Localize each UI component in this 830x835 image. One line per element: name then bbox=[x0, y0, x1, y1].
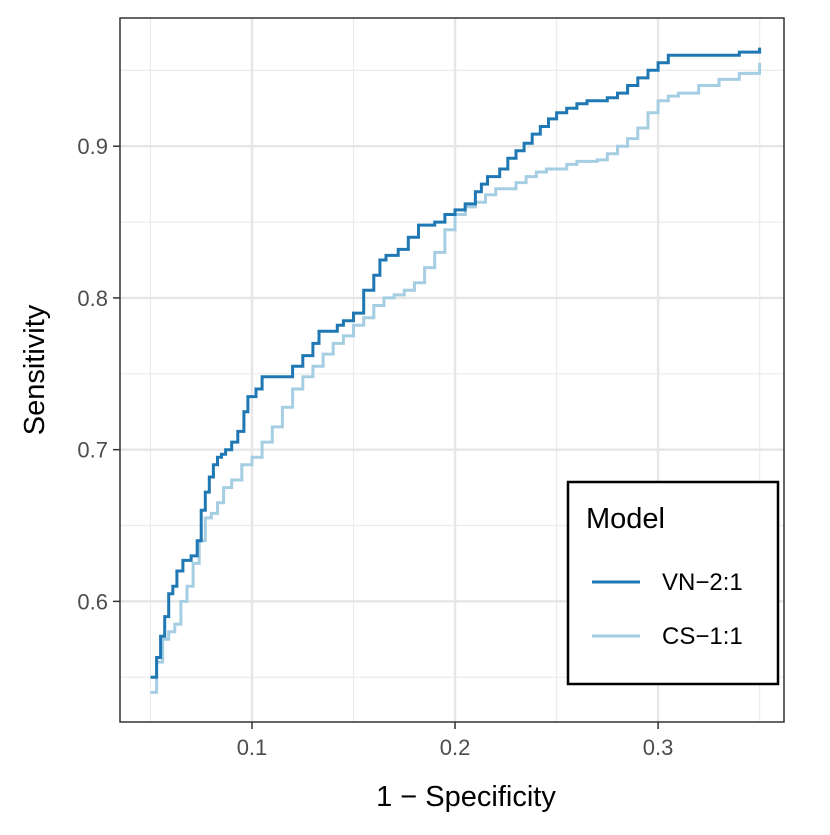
y-tick-label: 0.9 bbox=[77, 134, 108, 159]
minor-gridlines bbox=[120, 18, 784, 722]
x-tick-label: 0.1 bbox=[237, 735, 268, 760]
series-line-vn-2-1 bbox=[150, 47, 762, 679]
panel-border bbox=[119, 17, 785, 723]
x-axis: 0.1 0.2 0.3 bbox=[237, 722, 674, 760]
x-tick-label: 0.2 bbox=[440, 735, 471, 760]
y-axis-title: Sensitivity bbox=[19, 304, 51, 435]
legend: Model VN−2:1 CS−1:1 bbox=[566, 480, 780, 686]
legend-label-cs-1-1: CS−1:1 bbox=[662, 623, 743, 650]
x-axis-title: 1 − Specificity bbox=[376, 781, 556, 813]
y-tick-label: 0.7 bbox=[77, 438, 108, 463]
legend-label-vn-2-1: VN−2:1 bbox=[662, 569, 743, 596]
series-line-cs-1-1 bbox=[150, 62, 762, 694]
x-tick-label: 0.3 bbox=[643, 735, 674, 760]
y-tick-label: 0.8 bbox=[77, 286, 108, 311]
series-layer bbox=[150, 47, 762, 694]
y-tick-label: 0.6 bbox=[77, 589, 108, 614]
legend-title: Model bbox=[586, 503, 665, 535]
y-axis: 0.6 0.7 0.8 0.9 bbox=[77, 134, 120, 614]
